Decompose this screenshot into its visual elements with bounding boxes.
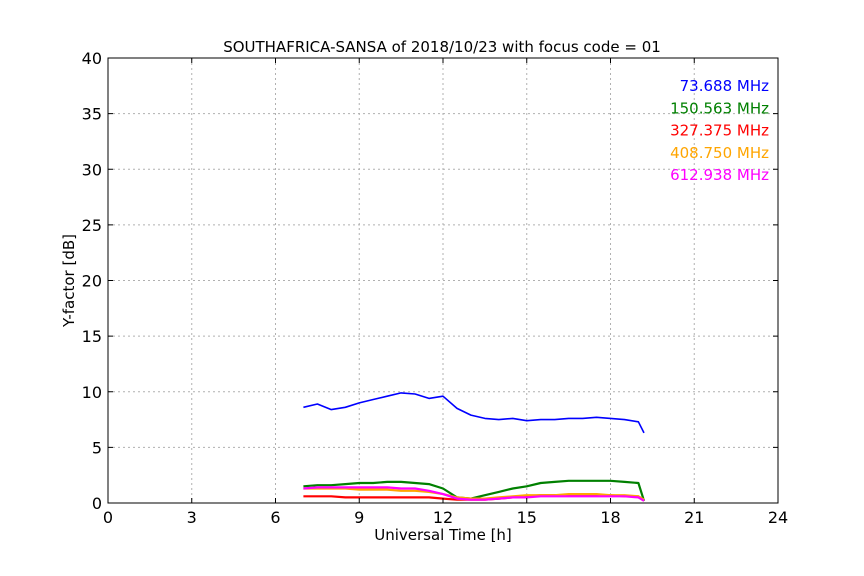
y-tick-label: 30 [82,160,102,179]
series-layer [303,392,646,502]
x-tick-label: 18 [600,508,620,527]
x-axis-label: Universal Time [h] [374,526,512,544]
ticks: 0 3 6 9 12 15 18 21 24 0 5 10 15 20 25 30 35 40 [82,49,789,527]
series-line-73-688-mhz [303,392,645,434]
x-tick-label: 0 [103,508,113,527]
x-tick-label: 6 [270,508,280,527]
legend-entry: 73.688 MHz [680,77,769,95]
series-line-150-563-mhz [303,479,646,502]
series-line-612-938-mhz [303,486,645,502]
y-tick-label: 40 [82,49,102,68]
legend-entry: 408.750 MHz [670,144,769,162]
legend-entry: 327.375 MHz [670,122,769,140]
y-tick-label: 0 [92,494,102,513]
x-tick-label: 3 [187,508,197,527]
legend-entry: 150.563 MHz [670,99,769,117]
y-tick-label: 20 [82,272,102,291]
x-tick-label: 12 [433,508,453,527]
y-axis-label: Y-factor [dB] [60,234,78,328]
chart-title: SOUTHAFRICA-SANSA of 2018/10/23 with foc… [223,38,661,56]
y-tick-label: 10 [82,383,102,402]
grid-lines [108,58,778,503]
y-tick-label: 5 [92,438,102,457]
x-tick-label: 15 [517,508,537,527]
x-tick-label: 24 [768,508,788,527]
y-tick-label: 25 [82,216,102,235]
legend: 73.688 MHz 150.563 MHz 327.375 MHz 408.750 … [670,77,769,184]
legend-entry: 612.938 MHz [670,166,769,184]
y-tick-label: 15 [82,327,102,346]
x-tick-label: 21 [684,508,704,527]
y-tick-label: 35 [82,105,102,124]
x-tick-label: 9 [354,508,364,527]
